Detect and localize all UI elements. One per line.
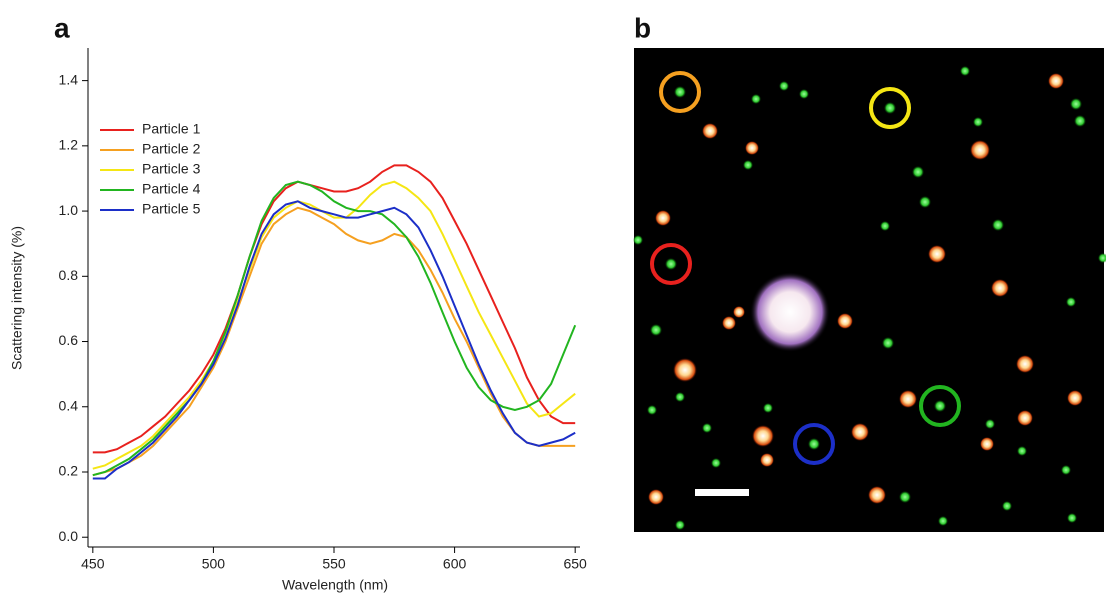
legend-label: Particle 4 — [142, 181, 201, 197]
series-line — [93, 182, 575, 476]
panel-label: b — [634, 12, 651, 43]
image-background — [634, 48, 1104, 532]
legend-label: Particle 2 — [142, 141, 201, 157]
micrograph — [633, 48, 1106, 532]
y-tick-label: 0.0 — [59, 528, 79, 544]
y-tick-label: 0.6 — [59, 332, 79, 348]
legend-label: Particle 3 — [142, 161, 201, 177]
panel-label: a — [54, 12, 70, 43]
x-tick-label: 600 — [443, 556, 467, 572]
y-tick-label: 0.4 — [59, 397, 79, 413]
scale-bar — [695, 489, 749, 496]
y-tick-label: 1.4 — [59, 71, 79, 87]
x-tick-label: 650 — [563, 556, 587, 572]
y-tick-label: 1.2 — [59, 137, 79, 153]
x-tick-label: 500 — [202, 556, 226, 572]
x-tick-label: 550 — [322, 556, 346, 572]
y-tick-label: 0.8 — [59, 267, 79, 283]
y-tick-label: 1.0 — [59, 202, 79, 218]
y-tick-label: 0.2 — [59, 463, 79, 479]
series-line — [93, 201, 575, 478]
legend-label: Particle 5 — [142, 201, 201, 217]
x-tick-label: 450 — [81, 556, 105, 572]
x-axis-label: Wavelength (nm) — [282, 577, 388, 593]
y-axis-label: Scattering intensity (%) — [9, 226, 25, 370]
series-line — [93, 208, 575, 475]
legend-label: Particle 1 — [142, 121, 201, 137]
